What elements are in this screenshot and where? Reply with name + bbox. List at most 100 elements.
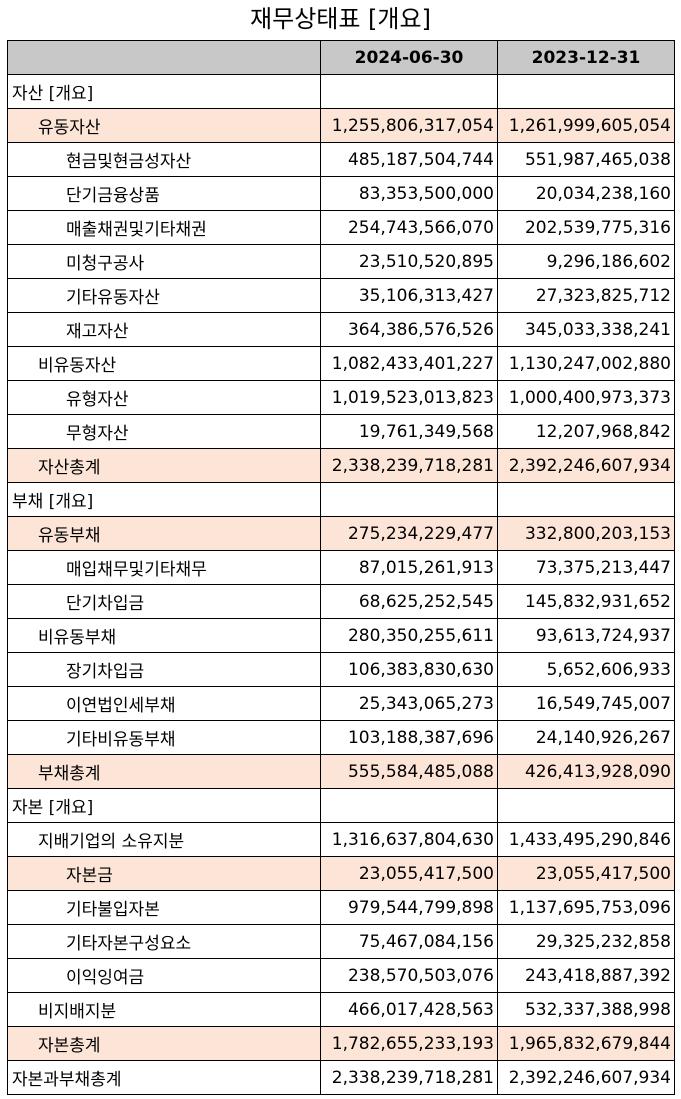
table-row: 유동부채 275,234,229,477 332,800,203,153 xyxy=(7,516,675,551)
row-value-2023-12-31 xyxy=(497,74,675,109)
row-value-2023-12-31: 332,800,203,153 xyxy=(497,516,675,551)
row-label: 기타불입자본 xyxy=(7,890,321,925)
row-value-2024-06-30 xyxy=(320,482,498,517)
table-row: 비지배지분 466,017,428,563 532,337,388,998 xyxy=(7,992,675,1027)
row-value-2023-12-31: 1,137,695,753,096 xyxy=(497,890,675,925)
table-row: 무형자산 19,761,349,568 12,207,968,842 xyxy=(7,414,675,449)
table-row: 유동자산 1,255,806,317,054 1,261,999,605,054 xyxy=(7,108,675,143)
row-value-2024-06-30: 1,782,655,233,193 xyxy=(320,1026,498,1061)
row-value-2024-06-30: 103,188,387,696 xyxy=(320,720,498,755)
row-label: 유형자산 xyxy=(7,380,321,415)
row-value-2024-06-30: 2,338,239,718,281 xyxy=(320,448,498,483)
row-value-2024-06-30: 979,544,799,898 xyxy=(320,890,498,925)
row-label: 장기차입금 xyxy=(7,652,321,687)
row-value-2023-12-31: 243,418,887,392 xyxy=(497,958,675,993)
row-value-2023-12-31: 551,987,465,038 xyxy=(497,142,675,177)
row-value-2023-12-31: 1,433,495,290,846 xyxy=(497,822,675,857)
row-label: 매입채무및기타채무 xyxy=(7,550,321,585)
row-value-2024-06-30: 19,761,349,568 xyxy=(320,414,498,449)
row-value-2024-06-30: 1,316,637,804,630 xyxy=(320,822,498,857)
row-label: 비유동자산 xyxy=(7,346,321,381)
row-label: 유동자산 xyxy=(7,108,321,143)
row-value-2024-06-30: 2,338,239,718,281 xyxy=(320,1060,498,1095)
row-value-2023-12-31: 532,337,388,998 xyxy=(497,992,675,1027)
table-row: 단기금융상품 83,353,500,000 20,034,238,160 xyxy=(7,176,675,211)
table-row: 지배기업의 소유지분 1,316,637,804,630 1,433,495,290… xyxy=(7,822,675,857)
row-label: 재고자산 xyxy=(7,312,321,347)
row-value-2023-12-31 xyxy=(497,788,675,823)
row-label: 자본금 xyxy=(7,856,321,891)
row-value-2023-12-31: 1,000,400,973,373 xyxy=(497,380,675,415)
row-label: 비유동부채 xyxy=(7,618,321,653)
table-row: 자본과부채총계 2,338,239,718,281 2,392,246,607,93… xyxy=(7,1060,675,1095)
table-row: 자산총계 2,338,239,718,281 2,392,246,607,934 xyxy=(7,448,675,483)
row-value-2024-06-30: 23,055,417,500 xyxy=(320,856,498,891)
row-label: 자본과부채총계 xyxy=(7,1060,321,1095)
row-label: 부채 [개요] xyxy=(7,482,321,517)
row-label: 지배기업의 소유지분 xyxy=(7,822,321,857)
table-row: 재고자산 364,386,576,526 345,033,338,241 xyxy=(7,312,675,347)
row-value-2023-12-31: 2,392,246,607,934 xyxy=(497,1060,675,1095)
row-value-2023-12-31: 145,832,931,652 xyxy=(497,584,675,619)
table-row: 유형자산 1,019,523,013,823 1,000,400,973,373 xyxy=(7,380,675,415)
row-label: 부채총계 xyxy=(7,754,321,789)
table-row: 기타비유동부채 103,188,387,696 24,140,926,267 xyxy=(7,720,675,755)
table-row: 현금및현금성자산 485,187,504,744 551,987,465,038 xyxy=(7,142,675,177)
row-value-2024-06-30: 1,019,523,013,823 xyxy=(320,380,498,415)
row-label: 비지배지분 xyxy=(7,992,321,1027)
row-label: 기타자본구성요소 xyxy=(7,924,321,959)
row-value-2024-06-30: 555,584,485,088 xyxy=(320,754,498,789)
row-value-2024-06-30: 1,255,806,317,054 xyxy=(320,108,498,143)
table-row: 미청구공사 23,510,520,895 9,296,186,602 xyxy=(7,244,675,279)
row-value-2023-12-31: 202,539,775,316 xyxy=(497,210,675,245)
row-value-2023-12-31: 2,392,246,607,934 xyxy=(497,448,675,483)
row-value-2023-12-31: 345,033,338,241 xyxy=(497,312,675,347)
table-row: 부채총계 555,584,485,088 426,413,928,090 xyxy=(7,754,675,789)
header-row: 2024-06-30 2023-12-31 xyxy=(7,40,675,75)
row-value-2024-06-30: 280,350,255,611 xyxy=(320,618,498,653)
row-value-2023-12-31 xyxy=(497,482,675,517)
row-value-2024-06-30 xyxy=(320,788,498,823)
page-title: 재무상태표 [개요] xyxy=(250,5,431,33)
row-label: 단기차입금 xyxy=(7,584,321,619)
column-header-label xyxy=(7,40,321,75)
table-row: 기타불입자본 979,544,799,898 1,137,695,753,096 xyxy=(7,890,675,925)
row-value-2024-06-30: 275,234,229,477 xyxy=(320,516,498,551)
row-value-2024-06-30 xyxy=(320,74,498,109)
row-value-2023-12-31: 9,296,186,602 xyxy=(497,244,675,279)
row-value-2024-06-30: 87,015,261,913 xyxy=(320,550,498,585)
balance-sheet-table: 2024-06-30 2023-12-31 자산 [개요] 유동자산 1,255,8… xyxy=(7,40,675,1095)
row-value-2023-12-31: 73,375,213,447 xyxy=(497,550,675,585)
row-value-2023-12-31: 20,034,238,160 xyxy=(497,176,675,211)
row-label: 이익잉여금 xyxy=(7,958,321,993)
table-row: 매입채무및기타채무 87,015,261,913 73,375,213,447 xyxy=(7,550,675,585)
row-label: 기타비유동부채 xyxy=(7,720,321,755)
row-label: 현금및현금성자산 xyxy=(7,142,321,177)
row-label: 단기금융상품 xyxy=(7,176,321,211)
row-label: 미청구공사 xyxy=(7,244,321,279)
row-value-2023-12-31: 12,207,968,842 xyxy=(497,414,675,449)
table-body: 자산 [개요] 유동자산 1,255,806,317,054 1,261,999,60… xyxy=(7,74,675,1095)
table-row: 자산 [개요] xyxy=(7,74,675,109)
table-row: 매출채권및기타채권 254,743,566,070 202,539,775,316 xyxy=(7,210,675,245)
row-value-2024-06-30: 68,625,252,545 xyxy=(320,584,498,619)
row-value-2024-06-30: 75,467,084,156 xyxy=(320,924,498,959)
row-label: 매출채권및기타채권 xyxy=(7,210,321,245)
row-value-2024-06-30: 485,187,504,744 xyxy=(320,142,498,177)
row-label: 자산 [개요] xyxy=(7,74,321,109)
row-value-2024-06-30: 238,570,503,076 xyxy=(320,958,498,993)
table-row: 기타자본구성요소 75,467,084,156 29,325,232,858 xyxy=(7,924,675,959)
row-value-2023-12-31: 1,261,999,605,054 xyxy=(497,108,675,143)
table-row: 장기차입금 106,383,830,630 5,652,606,933 xyxy=(7,652,675,687)
row-value-2024-06-30: 23,510,520,895 xyxy=(320,244,498,279)
row-value-2024-06-30: 83,353,500,000 xyxy=(320,176,498,211)
row-label: 기타유동자산 xyxy=(7,278,321,313)
row-label: 이연법인세부채 xyxy=(7,686,321,721)
row-value-2023-12-31: 1,965,832,679,844 xyxy=(497,1026,675,1061)
table-row: 비유동부채 280,350,255,611 93,613,724,937 xyxy=(7,618,675,653)
table-row: 비유동자산 1,082,433,401,227 1,130,247,002,880 xyxy=(7,346,675,381)
column-header-2024-06-30: 2024-06-30 xyxy=(320,40,498,75)
table-row: 단기차입금 68,625,252,545 145,832,931,652 xyxy=(7,584,675,619)
row-value-2023-12-31: 5,652,606,933 xyxy=(497,652,675,687)
row-value-2023-12-31: 16,549,745,007 xyxy=(497,686,675,721)
